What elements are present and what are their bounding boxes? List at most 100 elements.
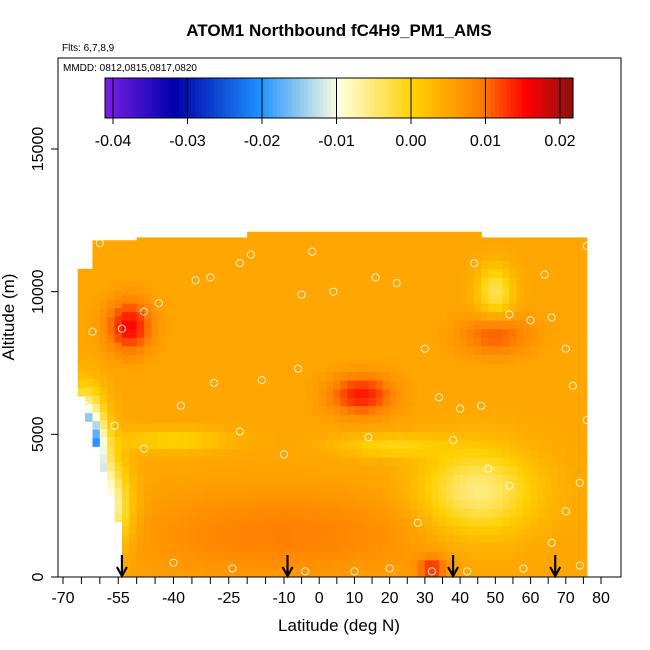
field-cell <box>481 542 489 552</box>
field-cell <box>579 354 588 364</box>
field-cell <box>305 234 313 244</box>
field-cell <box>368 363 377 373</box>
field-cell <box>144 414 152 424</box>
field-cell <box>523 237 532 244</box>
field-cell <box>389 380 398 390</box>
field-cell <box>361 491 370 501</box>
field-cell <box>151 414 160 424</box>
field-cell <box>417 448 426 458</box>
field-cell <box>523 260 532 270</box>
field-cell <box>495 328 503 338</box>
field-cell <box>269 311 278 321</box>
field-cell <box>347 371 355 381</box>
field-cell <box>180 260 189 270</box>
field-cell <box>225 303 233 313</box>
field-cell <box>474 517 482 527</box>
field-cell <box>92 249 101 259</box>
field-cell <box>403 234 412 244</box>
field-cell <box>261 303 270 313</box>
field-cell <box>431 277 440 287</box>
field-cell <box>417 231 426 236</box>
field-cell <box>431 320 440 330</box>
field-cell <box>210 303 219 313</box>
field-cell <box>232 551 241 561</box>
field-cell <box>389 465 398 475</box>
field-cell <box>361 499 370 510</box>
field-cell <box>396 268 405 278</box>
field-cell <box>305 243 313 253</box>
field-cell <box>467 551 475 561</box>
field-cell <box>558 542 567 552</box>
field-cell <box>396 251 405 261</box>
field-cell <box>516 243 525 253</box>
field-cell <box>180 499 189 510</box>
field-cell <box>389 345 398 355</box>
field-cell <box>572 320 581 330</box>
field-cell <box>276 303 285 313</box>
field-cell <box>210 534 219 544</box>
field-cell <box>438 260 447 270</box>
colorbar-swatch <box>155 78 161 118</box>
field-cell <box>333 542 341 552</box>
field-cell <box>403 508 412 518</box>
field-cell <box>424 457 433 467</box>
field-cell <box>247 234 256 244</box>
observation-point <box>81 401 90 410</box>
field-cell <box>516 431 525 441</box>
x-tick-label: -25 <box>217 590 240 607</box>
observation-point <box>505 481 514 490</box>
field-cell <box>129 568 138 578</box>
field-cell <box>446 320 454 330</box>
field-cell <box>403 231 412 236</box>
field-cell <box>361 414 370 424</box>
field-cell <box>129 491 138 501</box>
field-cell <box>481 491 489 501</box>
field-cell <box>530 414 539 424</box>
field-cell <box>453 440 461 450</box>
field-cell <box>516 397 525 407</box>
field-cell <box>509 320 517 330</box>
field-cell <box>261 525 270 535</box>
colorbar-swatch <box>319 78 324 118</box>
field-cell <box>180 551 189 561</box>
field-cell <box>269 517 278 527</box>
field-cell <box>254 380 263 390</box>
field-cell <box>424 397 433 407</box>
field-cell <box>291 285 299 296</box>
field-cell <box>481 551 489 561</box>
field-cell <box>424 337 433 347</box>
field-cell <box>396 303 405 313</box>
field-cell <box>225 534 233 544</box>
field-cell <box>410 482 419 492</box>
field-cell <box>389 568 398 578</box>
field-cell <box>565 534 574 544</box>
field-cell <box>326 525 334 535</box>
field-cell <box>319 320 327 330</box>
field-cell <box>85 395 93 405</box>
field-cell <box>544 414 553 424</box>
field-cell <box>173 405 182 415</box>
field-cell <box>537 457 546 467</box>
field-cell <box>572 243 581 253</box>
field-cell <box>202 277 211 287</box>
field-cell <box>565 422 574 432</box>
field-cell <box>305 559 313 569</box>
field-cell <box>572 337 581 347</box>
field-cell <box>446 277 454 287</box>
field-cell <box>340 345 348 355</box>
field-cell <box>195 559 204 569</box>
field-cell <box>431 534 440 544</box>
field-cell <box>180 311 189 321</box>
field-cell <box>254 320 263 330</box>
field-cell <box>453 414 461 424</box>
colorbar-swatch <box>385 78 391 118</box>
field-cell <box>502 551 510 561</box>
field-cell <box>151 525 160 535</box>
field-cell <box>202 448 211 458</box>
field-cell <box>269 448 278 458</box>
field-cell <box>354 440 362 450</box>
field-cell <box>537 559 546 569</box>
field-cell <box>188 328 197 338</box>
field-cell <box>136 363 145 373</box>
field-cell <box>537 243 546 253</box>
